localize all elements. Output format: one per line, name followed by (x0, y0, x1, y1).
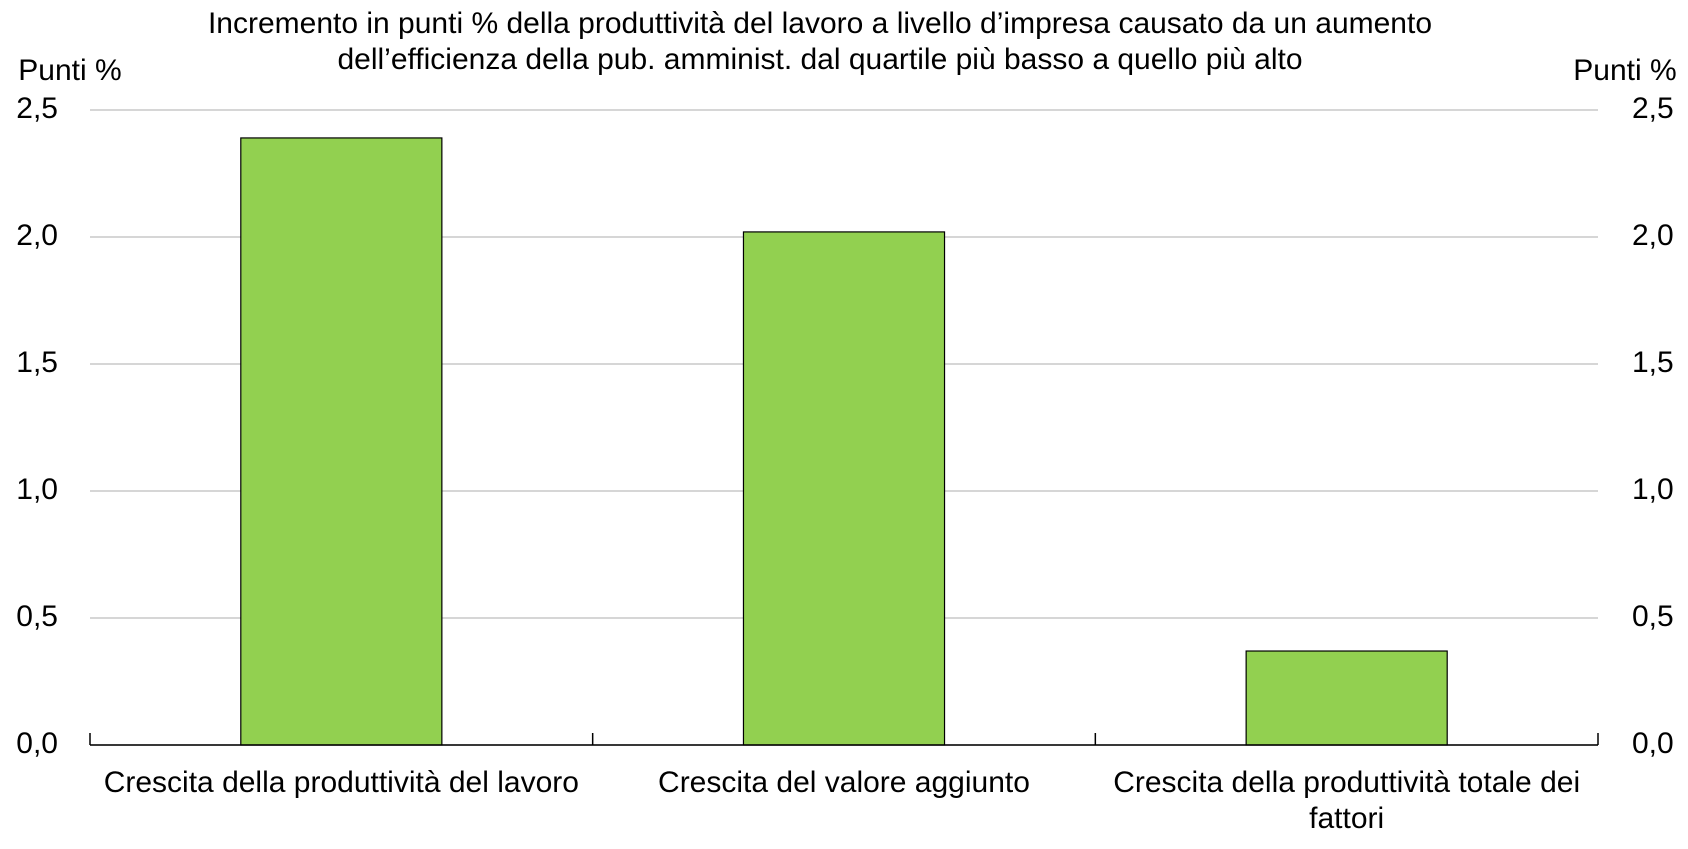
y2-tick-label: 1,0 (1632, 473, 1674, 506)
y2-tick-label: 1,5 (1632, 346, 1674, 379)
x-tick-label: Crescita del valore aggiunto (658, 766, 1030, 799)
y-tick-label: 2,0 (16, 219, 58, 252)
y-axis-label: Punti % (18, 54, 121, 87)
bar (1245, 650, 1448, 746)
chart-title: Incremento in punti % della produttività… (207, 7, 1433, 76)
y2-tick-label: 0,0 (1632, 727, 1674, 760)
y-tick-label: 1,0 (16, 473, 58, 506)
y2-tick-label: 2,5 (1632, 92, 1674, 125)
y-tick-label: 0,0 (16, 727, 58, 760)
y2-tick-label: 2,0 (1632, 219, 1674, 252)
y-tick-label: 0,5 (16, 600, 58, 633)
x-tick-label: Crescita della produttività totale dei f… (1113, 766, 1581, 835)
x-tick-label: Crescita della produttività del lavoro (103, 766, 579, 799)
y2-axis-label: Punti % (1573, 54, 1676, 87)
bar (742, 231, 946, 746)
bar (240, 137, 443, 746)
y-tick-label: 1,5 (16, 346, 58, 379)
y2-tick-label: 0,5 (1632, 600, 1674, 633)
y-tick-label: 2,5 (16, 92, 58, 125)
